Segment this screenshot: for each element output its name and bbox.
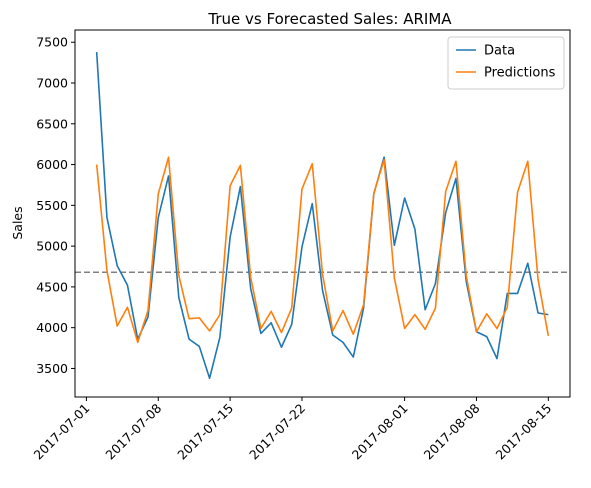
y-tick-label: 6000 [36,157,68,172]
x-tick-label: 2017-07-08 [102,400,164,462]
y-axis-label: Sales [10,206,25,239]
x-tick-label: 2017-07-01 [31,401,93,463]
x-tick-label: 2017-07-15 [174,401,236,463]
chart-title: True vs Forecasted Sales: ARIMA [207,10,452,28]
x-tick-label: 2017-08-01 [349,401,411,463]
y-tick-label: 4000 [36,320,68,335]
series-line-predictions [95,156,550,344]
y-tick-label: 7000 [36,76,68,91]
y-tick-label: 6500 [36,116,68,131]
legend-label: Predictions [484,66,556,81]
y-tick-label: 5000 [36,239,68,254]
x-tick-label: 2017-07-22 [246,401,308,463]
series-line-data [95,51,549,380]
y-tick-label: 3500 [36,361,68,376]
x-tick-label: 2017-08-08 [421,400,483,462]
plot-area-frame [74,29,571,398]
legend-label: Data [484,44,515,59]
legend-box [447,36,565,90]
y-tick-label: 7500 [36,35,68,50]
y-axis-ticks: 3500 4000 4500 5000 5500 6000 6500 7000 7500 [36,35,75,376]
y-tick-label: 5500 [36,198,68,213]
x-tick-label: 2017-08-15 [492,401,554,463]
x-axis-ticks: 2017-07-01 2017-07-08 2017-07-15 2017-07-22… [31,397,554,463]
series-layer [95,51,550,380]
legend: Data Predictions [447,36,565,90]
y-tick-label: 4500 [36,279,68,294]
